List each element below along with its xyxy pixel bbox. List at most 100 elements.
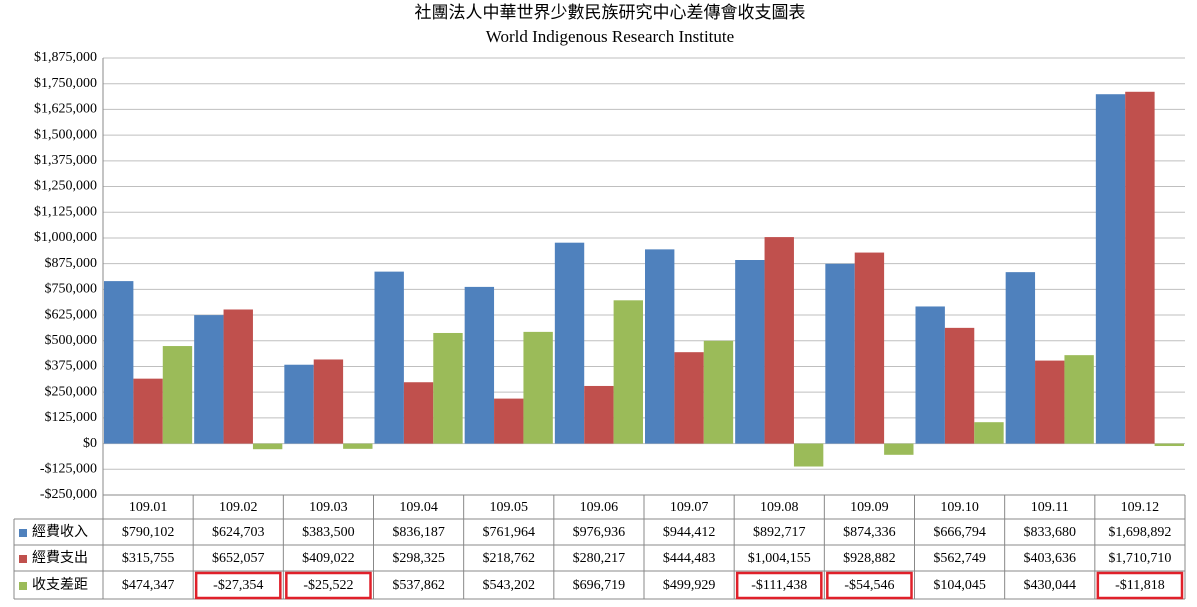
bar xyxy=(223,309,253,444)
table-value: $499,929 xyxy=(663,578,716,593)
bar xyxy=(1005,272,1036,444)
table-value: -$111,438 xyxy=(751,578,807,593)
y-tick-label: $1,125,000 xyxy=(34,204,97,219)
table-value: $298,325 xyxy=(392,551,445,566)
y-tick-label: -$250,000 xyxy=(40,487,97,502)
table-value: $624,703 xyxy=(212,525,265,540)
table-value: -$11,818 xyxy=(1115,578,1165,593)
chart-subtitle: World Indigenous Research Institute xyxy=(486,27,734,46)
y-tick-label: $1,250,000 xyxy=(34,179,97,194)
table-value: $696,719 xyxy=(573,578,626,593)
bar xyxy=(374,271,404,444)
highlight-box xyxy=(194,571,282,600)
bar xyxy=(194,315,224,444)
y-tick-label: $1,625,000 xyxy=(34,102,97,117)
y-tick-label: $1,375,000 xyxy=(34,153,97,168)
table-value: $1,698,892 xyxy=(1108,525,1171,540)
bar xyxy=(494,398,524,444)
legend-swatch xyxy=(19,555,27,563)
x-tick-label: 109.11 xyxy=(1031,500,1069,515)
bar xyxy=(1035,360,1065,444)
legend-label: 經費支出 xyxy=(32,550,88,566)
x-tick-label: 109.05 xyxy=(490,500,529,515)
legend-label: 經費收入 xyxy=(32,524,88,540)
bar xyxy=(735,260,765,444)
table-value: $833,680 xyxy=(1024,525,1077,540)
y-tick-label: $0 xyxy=(83,436,97,451)
table-value: $892,717 xyxy=(753,525,806,540)
table-value: $874,336 xyxy=(843,525,896,540)
x-tick-label: 109.10 xyxy=(940,500,979,515)
legend-swatch xyxy=(19,529,27,537)
table-value: $761,964 xyxy=(483,525,536,540)
bar xyxy=(403,382,434,444)
table-value: $562,749 xyxy=(933,551,986,566)
bar xyxy=(133,378,163,444)
table-value: -$54,546 xyxy=(844,578,894,593)
table-value: $444,483 xyxy=(663,551,716,566)
y-tick-label: $625,000 xyxy=(45,307,98,322)
bar xyxy=(944,327,975,444)
table-value: $104,045 xyxy=(933,578,986,593)
table-value: $543,202 xyxy=(483,578,536,593)
bar xyxy=(554,242,585,444)
bar xyxy=(915,306,945,444)
bar xyxy=(645,249,675,444)
table-value: $652,057 xyxy=(212,551,265,566)
y-tick-label: $125,000 xyxy=(45,410,98,425)
y-tick-label: $375,000 xyxy=(45,359,98,374)
x-tick-label: 109.07 xyxy=(670,500,709,515)
table-value: -$27,354 xyxy=(213,578,263,593)
table-value: $1,004,155 xyxy=(748,551,811,566)
y-tick-label: -$125,000 xyxy=(40,462,97,477)
table-value: $944,412 xyxy=(663,525,716,540)
bar xyxy=(1095,94,1126,444)
x-tick-label: 109.01 xyxy=(129,500,168,515)
table-value: $409,022 xyxy=(302,551,355,566)
bar xyxy=(974,422,1004,444)
bar xyxy=(703,340,734,444)
bar xyxy=(464,286,495,444)
legend-label: 收支差距 xyxy=(32,577,88,593)
y-tick-label: $250,000 xyxy=(45,384,98,399)
bar xyxy=(313,359,344,444)
highlight-box xyxy=(285,571,372,600)
bar xyxy=(764,237,794,444)
y-tick-label: $1,500,000 xyxy=(34,127,97,142)
table-value: $666,794 xyxy=(933,525,986,540)
bar xyxy=(674,352,704,444)
table-value: $790,102 xyxy=(122,525,175,540)
table-value: $218,762 xyxy=(483,551,536,566)
highlight-box xyxy=(735,571,823,600)
table-value: $280,217 xyxy=(573,551,626,566)
table-value: $403,636 xyxy=(1024,551,1077,566)
y-tick-label: $1,750,000 xyxy=(34,76,97,91)
legend-swatch xyxy=(19,582,27,590)
bar xyxy=(793,443,824,467)
x-tick-label: 109.08 xyxy=(760,500,799,515)
table-value: $537,862 xyxy=(392,578,445,593)
bar xyxy=(1125,91,1155,444)
bar xyxy=(1064,355,1094,444)
y-tick-label: $1,875,000 xyxy=(34,50,97,65)
x-tick-label: 109.03 xyxy=(309,500,348,515)
bar xyxy=(433,332,463,444)
y-tick-label: $500,000 xyxy=(45,333,98,348)
chart-title: 社團法人中華世界少數民族研究中心差傳會收支圖表 xyxy=(415,3,806,22)
bar xyxy=(523,331,553,444)
bar xyxy=(1154,443,1184,447)
y-tick-label: $875,000 xyxy=(45,256,98,271)
highlight-box xyxy=(826,571,913,600)
bar xyxy=(104,281,134,444)
x-tick-label: 109.09 xyxy=(850,500,889,515)
table-value: $474,347 xyxy=(122,578,175,593)
highlight-box xyxy=(1096,571,1184,600)
bar xyxy=(613,300,643,444)
table-value: $928,882 xyxy=(843,551,896,566)
bar xyxy=(343,443,373,449)
y-tick-label: $1,000,000 xyxy=(34,230,97,245)
table-value: $383,500 xyxy=(302,525,355,540)
y-tick-label: $750,000 xyxy=(45,282,98,297)
table-value: $430,044 xyxy=(1024,578,1077,593)
